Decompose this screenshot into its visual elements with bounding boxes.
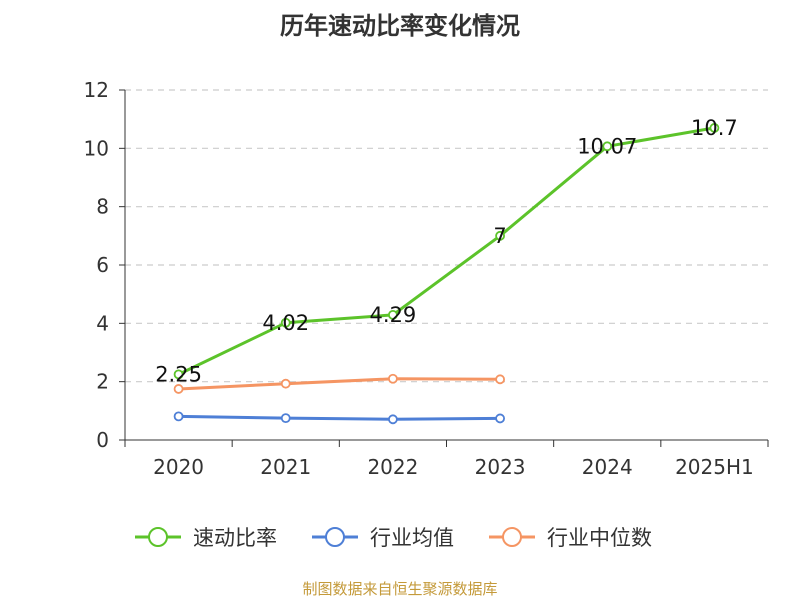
data-point — [173, 384, 184, 394]
data-point — [602, 141, 613, 152]
series-line — [177, 126, 715, 376]
y-tick-label: 4 — [96, 311, 109, 335]
data-label: 2.25 — [155, 362, 202, 386]
legend-marker — [502, 527, 522, 547]
legend-label: 行业均值 — [370, 526, 454, 550]
x-tick-label: 2020 — [153, 455, 204, 479]
chart-title: 历年速动比率变化情况 — [280, 12, 520, 40]
data-label: 4.02 — [262, 311, 309, 335]
data-point — [173, 411, 184, 422]
data-point — [388, 373, 398, 384]
series-line — [178, 414, 501, 421]
data-point — [709, 123, 720, 133]
x-tick-label: 2023 — [475, 455, 526, 479]
y-tick-label: 12 — [84, 78, 109, 102]
y-tick-label: 6 — [96, 253, 109, 277]
data-label: 10.07 — [577, 134, 637, 158]
x-tick-label: 2022 — [367, 455, 418, 479]
data-point — [388, 414, 398, 425]
y-tick-label: 2 — [96, 370, 109, 394]
legend-label: 行业中位数 — [547, 526, 652, 550]
y-tick-label: 8 — [96, 195, 109, 219]
x-tick-label: 2024 — [582, 455, 633, 479]
x-tick-label: 2025H1 — [675, 455, 754, 479]
source-note: 制图数据来自恒生聚源数据库 — [302, 580, 498, 598]
data-point — [495, 374, 505, 385]
data-point — [495, 230, 505, 241]
x-tick-label: 2021 — [260, 455, 311, 479]
legend-marker — [148, 527, 168, 547]
data-point — [388, 309, 398, 320]
data-label: 7 — [493, 224, 506, 248]
data-point — [280, 317, 291, 328]
data-label: 10.7 — [691, 116, 738, 140]
y-tick-label: 0 — [96, 428, 109, 452]
data-label: 4.29 — [370, 303, 417, 327]
legend-marker — [325, 527, 345, 547]
y-tick-label: 10 — [84, 136, 109, 160]
data-point — [495, 413, 505, 424]
data-point — [173, 369, 184, 380]
series-line — [178, 377, 501, 391]
legend-label: 速动比率 — [193, 526, 277, 550]
data-point — [280, 413, 291, 424]
data-point — [280, 378, 291, 389]
